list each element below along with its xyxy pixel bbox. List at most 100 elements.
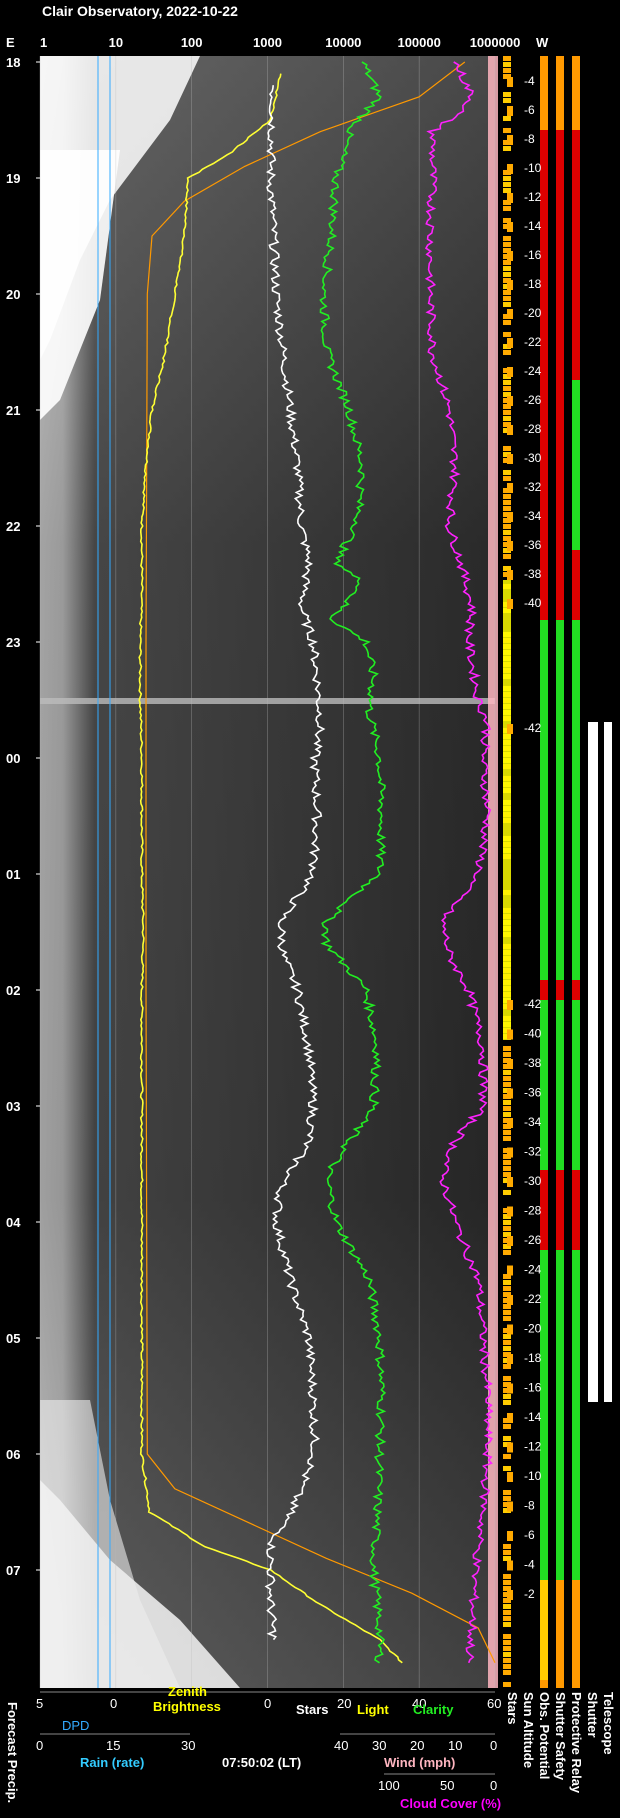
stars-cell: [503, 392, 511, 397]
stars-cell: [503, 266, 511, 271]
stars-cell: [503, 1100, 511, 1105]
stars-cell: [503, 1496, 511, 1501]
telescope-active-block: [604, 722, 612, 1402]
status-columns: [503, 56, 612, 1688]
shutter-safety-cell: [556, 980, 564, 1000]
stars-cell: [503, 1484, 511, 1489]
shutter-open-block: [588, 722, 598, 1402]
sun-alt-marker: [507, 570, 513, 580]
sun-alt-label: -32: [524, 1145, 542, 1159]
stars-cell: [503, 152, 511, 157]
stars-cell: [503, 86, 511, 91]
stars-cell: [503, 566, 511, 571]
slc-tick-0: 0: [264, 1696, 271, 1711]
obs-potential-cell: [540, 1250, 548, 1580]
stars-cell: [503, 56, 511, 61]
sun-alt-label: -12: [524, 190, 542, 204]
sun-alt-label: -42: [524, 997, 542, 1011]
shutter-safety-cell: [556, 550, 564, 620]
stars-cell: [503, 356, 511, 361]
stars-cell: [503, 1400, 511, 1405]
stars-cell: [503, 1526, 511, 1531]
stars-cell: [503, 1646, 511, 1651]
stars-cell: [503, 1040, 511, 1045]
sun-alt-label: -38: [524, 567, 542, 581]
cloud-label: Cloud Cover (%): [400, 1796, 501, 1811]
stars-cell: [503, 1262, 511, 1267]
stars-cell: [503, 1076, 511, 1081]
stars-legend: Stars: [296, 1702, 329, 1717]
sun-alt-label: -40: [524, 1027, 542, 1041]
hour-label: 22: [6, 519, 20, 534]
stars-cell: [503, 1598, 511, 1603]
sun-alt-label: -22: [524, 335, 542, 349]
stars-cell: [503, 1274, 511, 1279]
wind-label: Wind (mph): [384, 1755, 455, 1770]
stars-cell: [503, 1220, 511, 1225]
stars-cell: [503, 206, 511, 211]
sun-alt-label: -28: [524, 1204, 542, 1218]
hour-label: 00: [6, 751, 20, 766]
stars-cell: [503, 1664, 511, 1669]
sun-alt-marker: [507, 396, 513, 406]
stars-cell: [503, 1370, 511, 1375]
sun-alt-label: -26: [524, 1233, 542, 1247]
stars-cell: [503, 92, 511, 97]
gridlines: [39, 56, 496, 1688]
stars-cell: [503, 404, 511, 409]
protective-relay-col-label: Protective Relay: [569, 1692, 584, 1794]
shutter-safety-col-label: Shutter Safety: [553, 1692, 568, 1781]
east-label: E: [6, 35, 15, 50]
sun-alt-marker: [507, 338, 513, 348]
sun-alt-label: -24: [524, 1263, 542, 1277]
sun-alt-label: -6: [524, 103, 535, 117]
hour-label: 04: [6, 1215, 21, 1230]
shutter-safety-cell: [556, 620, 564, 980]
shutter-safety-cell: [556, 380, 564, 550]
stars-cell: [503, 1112, 511, 1117]
stars-cell: [503, 122, 511, 127]
stars-cell: [503, 1652, 511, 1657]
stars-cell: [503, 1286, 511, 1291]
shutter-col-label: Shutter: [585, 1692, 600, 1738]
rain-tick-15: 15: [106, 1738, 120, 1753]
dusk-glare: [40, 56, 200, 360]
stars-cell: [503, 1250, 511, 1255]
sun-alt-marker: [507, 1295, 513, 1305]
sun-alt-label: -8: [524, 1499, 535, 1513]
stars-cell: [503, 1070, 511, 1075]
stars-cell: [503, 1142, 511, 1147]
telescope-col-label: Telescope: [601, 1692, 616, 1755]
stars-cell: [503, 440, 511, 445]
sun-alt-label: -2: [524, 1587, 535, 1601]
wind-tick-40: 40: [334, 1738, 348, 1753]
west-label: W: [536, 35, 549, 50]
sun-alt-marker: [507, 425, 513, 435]
sun-alt-label: -36: [524, 538, 542, 552]
top-tick-label: 1: [40, 35, 47, 50]
wind-tick-10: 10: [448, 1738, 462, 1753]
obs-potential-cell: [540, 380, 548, 550]
sun-alt-marker: [507, 1413, 513, 1423]
stars-cell: [503, 332, 511, 337]
top-tick-label: 1000: [253, 35, 282, 50]
sun-alt-label: -32: [524, 480, 542, 494]
sun-alt-marker: [507, 77, 513, 87]
stars-cell: [503, 386, 511, 391]
stars-cell: [503, 560, 511, 565]
stars-cell: [503, 1514, 511, 1519]
sun-alt-label: -10: [524, 1469, 542, 1483]
sun-alt-marker: [507, 309, 513, 319]
stars-cell: [503, 1520, 511, 1525]
stars-cell: [503, 1436, 511, 1441]
stars-cell: [503, 176, 511, 181]
series-clarity: [319, 61, 387, 1664]
stars-cell: [503, 1226, 511, 1231]
protective-relay-cell: [572, 1000, 580, 1170]
stars-cell: [503, 1172, 511, 1177]
chart-title: Clair Observatory, 2022-10-22: [42, 3, 238, 19]
sun-alt-label: -30: [524, 1174, 542, 1188]
dpd-tick-5: 5: [36, 1696, 43, 1711]
sun-alt-label: -6: [524, 1528, 535, 1542]
sun-alt-marker: [507, 193, 513, 203]
